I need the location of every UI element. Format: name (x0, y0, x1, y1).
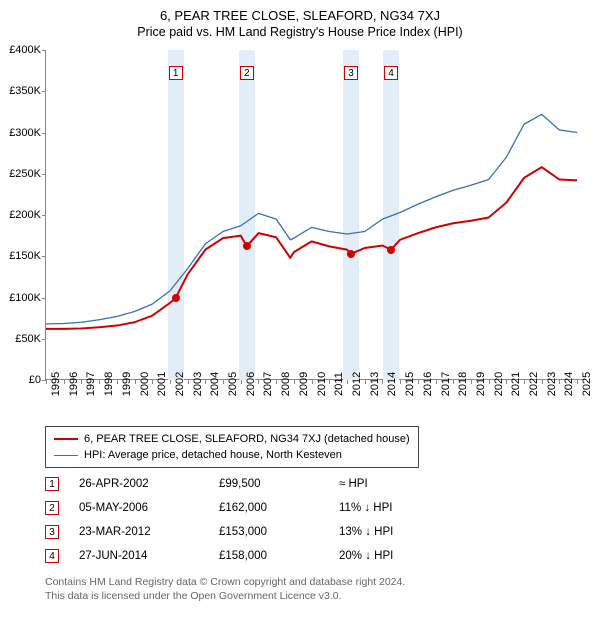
sale-dot (387, 246, 395, 254)
row-vs-hpi: 13% ↓ HPI (339, 526, 459, 538)
row-price: £158,000 (219, 550, 339, 562)
row-price: £162,000 (219, 502, 339, 514)
x-tick (258, 380, 259, 384)
series-line (46, 167, 577, 329)
y-tick-label: £400K (9, 44, 41, 56)
row-vs-hpi: ≈ HPI (339, 478, 459, 490)
sale-marker: 1 (169, 66, 183, 80)
x-tick (347, 380, 348, 384)
legend: 6, PEAR TREE CLOSE, SLEAFORD, NG34 7XJ (… (45, 426, 419, 468)
row-date: 05-MAY-2006 (79, 502, 219, 514)
sale-dot (347, 250, 355, 258)
x-tick (81, 380, 82, 384)
row-date: 27-JUN-2014 (79, 550, 219, 562)
y-tick-label: £350K (9, 85, 41, 97)
sale-dot (243, 242, 251, 250)
row-price: £99,500 (219, 478, 339, 490)
x-tick (152, 380, 153, 384)
sale-marker: 3 (344, 66, 358, 80)
x-tick (135, 380, 136, 384)
y-tick-label: £150K (9, 250, 41, 262)
y-tick-label: £50K (15, 333, 41, 345)
table-row: 4 27-JUN-2014£158,00020% ↓ HPI (45, 544, 459, 568)
attribution-line1: Contains HM Land Registry data © Crown c… (45, 576, 405, 590)
x-tick (329, 380, 330, 384)
y-tick-label: £0 (29, 374, 41, 386)
legend-row: HPI: Average price, detached house, Nort… (54, 447, 410, 463)
x-tick (312, 380, 313, 384)
sale-marker: 4 (384, 66, 398, 80)
row-price: £153,000 (219, 526, 339, 538)
legend-label: 6, PEAR TREE CLOSE, SLEAFORD, NG34 7XJ (… (84, 433, 410, 445)
x-tick (542, 380, 543, 384)
title-block: 6, PEAR TREE CLOSE, SLEAFORD, NG34 7XJ P… (0, 0, 600, 39)
x-tick (64, 380, 65, 384)
row-date: 23-MAR-2012 (79, 526, 219, 538)
x-tick (294, 380, 295, 384)
x-tick (241, 380, 242, 384)
x-tick (188, 380, 189, 384)
x-tick (382, 380, 383, 384)
sales-table: 1 26-APR-2002£99,500≈ HPI 2 05-MAY-2006£162… (45, 472, 459, 568)
table-row: 3 23-MAR-2012£153,00013% ↓ HPI (45, 520, 459, 544)
row-vs-hpi: 11% ↓ HPI (339, 502, 459, 514)
y-tick-label: £100K (9, 292, 41, 304)
legend-swatch (54, 455, 78, 456)
x-tick (489, 380, 490, 384)
plot-area: £0£50K£100K£150K£200K£250K£300K£350K£400… (45, 50, 585, 380)
x-tick (365, 380, 366, 384)
legend-swatch (54, 438, 78, 440)
x-tick (205, 380, 206, 384)
x-tick (276, 380, 277, 384)
row-marker: 2 (45, 501, 59, 515)
x-tick (577, 380, 578, 384)
table-row: 2 05-MAY-2006£162,00011% ↓ HPI (45, 496, 459, 520)
attribution: Contains HM Land Registry data © Crown c… (45, 576, 405, 603)
x-tick (223, 380, 224, 384)
title-address: 6, PEAR TREE CLOSE, SLEAFORD, NG34 7XJ (0, 8, 600, 23)
x-tick (471, 380, 472, 384)
sale-marker: 2 (240, 66, 254, 80)
series-line (46, 114, 577, 324)
row-date: 26-APR-2002 (79, 478, 219, 490)
x-tick (99, 380, 100, 384)
x-tick (170, 380, 171, 384)
row-marker: 3 (45, 525, 59, 539)
legend-row: 6, PEAR TREE CLOSE, SLEAFORD, NG34 7XJ (… (54, 431, 410, 447)
x-tick (436, 380, 437, 384)
title-subtitle: Price paid vs. HM Land Registry's House … (0, 25, 600, 39)
x-tick (418, 380, 419, 384)
x-tick (400, 380, 401, 384)
series-svg (46, 50, 586, 380)
row-vs-hpi: 20% ↓ HPI (339, 550, 459, 562)
x-tick (453, 380, 454, 384)
y-tick-label: £300K (9, 127, 41, 139)
x-tick (117, 380, 118, 384)
x-tick (506, 380, 507, 384)
legend-label: HPI: Average price, detached house, Nort… (84, 449, 342, 461)
table-row: 1 26-APR-2002£99,500≈ HPI (45, 472, 459, 496)
y-tick-label: £200K (9, 209, 41, 221)
chart-container: 6, PEAR TREE CLOSE, SLEAFORD, NG34 7XJ P… (0, 0, 600, 620)
x-tick (559, 380, 560, 384)
x-tick (524, 380, 525, 384)
row-marker: 1 (45, 477, 59, 491)
attribution-line2: This data is licensed under the Open Gov… (45, 590, 405, 604)
y-tick-label: £250K (9, 168, 41, 180)
chart-area: £0£50K£100K£150K£200K£250K£300K£350K£400… (45, 50, 585, 380)
row-marker: 4 (45, 549, 59, 563)
sale-dot (172, 294, 180, 302)
x-tick (46, 380, 47, 384)
